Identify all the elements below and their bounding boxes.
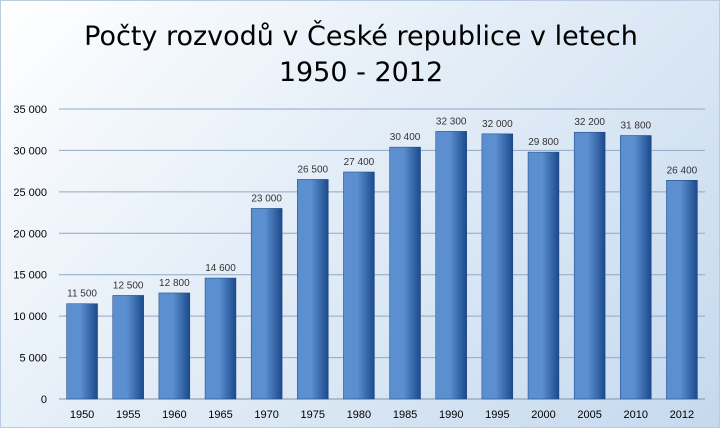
- y-axis-tick-labels: 0 5 000 10 000 15 000 20 000 25 000 30 000 35 0…: [13, 104, 47, 406]
- y-tick-label: 15 000: [13, 270, 47, 282]
- x-tick-label: 2010: [624, 409, 648, 421]
- bar: [527, 151, 560, 400]
- y-tick-label: 35 000: [13, 104, 47, 116]
- chart-title-line-2: 1950 - 2012: [278, 57, 444, 88]
- bar-data-label: 32 000: [482, 119, 513, 130]
- gridlines: [59, 108, 705, 400]
- bar: [297, 179, 329, 400]
- y-tick-label: 10 000: [13, 311, 47, 323]
- y-tick-label: 20 000: [13, 228, 47, 240]
- x-tick-label: 1995: [485, 409, 509, 421]
- bar-data-label: 30 400: [390, 132, 421, 143]
- bar: [573, 131, 606, 400]
- x-tick-label: 1955: [116, 409, 140, 421]
- bar: [250, 208, 283, 400]
- x-axis-tick-labels: 1950 1955 1960 1965 1970 1975 1980 1985 1990 1995…: [70, 409, 694, 421]
- bar-data-label: 26 500: [297, 164, 328, 175]
- x-tick-label: 1950: [70, 409, 94, 421]
- bar: [666, 180, 698, 400]
- x-tick-label: 1960: [162, 409, 186, 421]
- bar: [389, 146, 421, 400]
- bar-data-label: 14 600: [205, 263, 236, 274]
- x-tick-label: 1990: [439, 409, 463, 421]
- bar-data-label: 27 400: [344, 157, 375, 168]
- chart-title-line-1: Počty rozvodů v České republice v letech: [84, 21, 638, 52]
- bar: [158, 292, 191, 400]
- y-tick-label: 0: [41, 394, 47, 406]
- bar: [481, 133, 514, 400]
- x-tick-label: 1965: [208, 409, 232, 421]
- x-tick-label: 1985: [393, 409, 417, 421]
- chart-title: Počty rozvodů v České republice v letech…: [1, 19, 720, 91]
- bar-data-label: 31 800: [620, 121, 651, 132]
- x-tick-label: 1975: [301, 409, 325, 421]
- y-tick-label: 25 000: [13, 187, 47, 199]
- bar: [620, 135, 652, 400]
- bar-data-label: 32 200: [574, 117, 605, 128]
- x-tick-label: 2012: [670, 409, 694, 421]
- bar: [112, 295, 144, 400]
- bar-data-label: 12 500: [113, 280, 144, 291]
- y-tick-label: 30 000: [13, 145, 47, 157]
- bar-data-label: 12 800: [159, 278, 190, 289]
- x-tick-label: 2005: [577, 409, 601, 421]
- bar: [66, 303, 98, 400]
- bar-data-label: 26 400: [667, 165, 698, 176]
- bar-data-label: 23 000: [251, 193, 282, 204]
- x-tick-label: 1980: [347, 409, 371, 421]
- bar-data-label: 29 800: [528, 137, 559, 148]
- bar-data-label: 32 300: [436, 116, 467, 127]
- bar: [204, 277, 237, 400]
- y-tick-label: 5 000: [19, 353, 47, 365]
- x-tick-label: 2000: [531, 409, 555, 421]
- bar-data-label: 11 500: [67, 289, 97, 300]
- bar: [343, 171, 375, 400]
- x-tick-label: 1970: [254, 409, 278, 421]
- bar: [435, 131, 467, 400]
- bars: 11 500 12 500 12 800 14 600 23 000 26 500 27 4…: [66, 116, 698, 400]
